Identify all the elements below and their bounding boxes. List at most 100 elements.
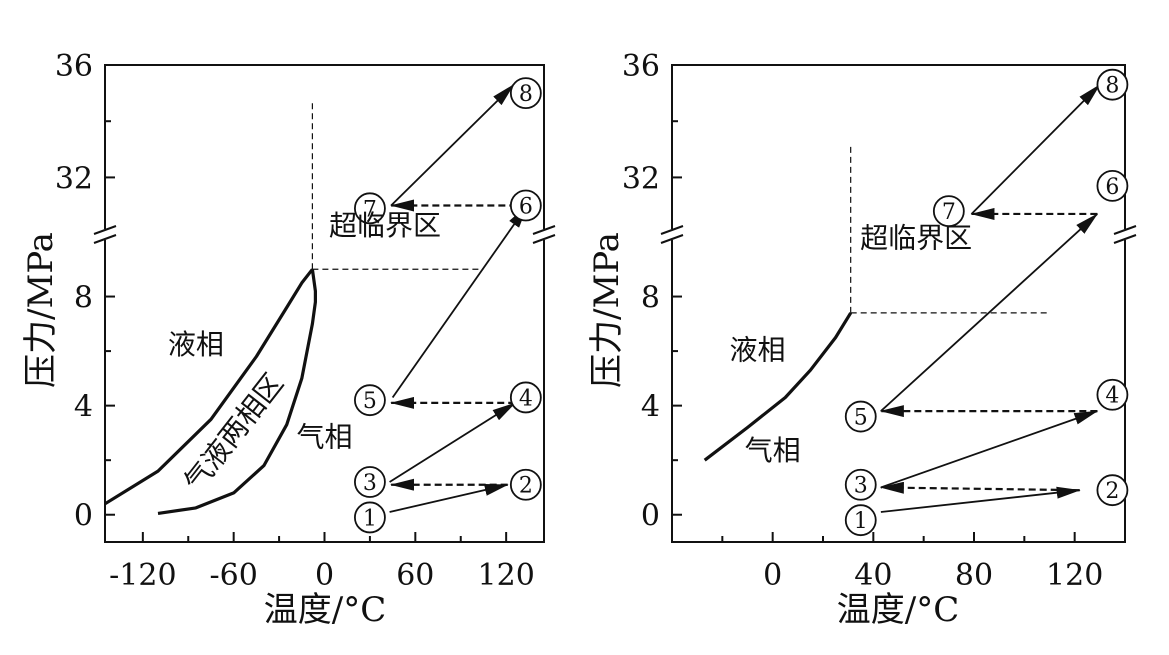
state-number: 5 (363, 389, 377, 414)
y-tick-label: 36 (55, 49, 93, 84)
y-tick-label: 0 (641, 499, 660, 534)
region-label-gas: 气相 (745, 434, 801, 467)
state-marker: 3 (844, 468, 877, 501)
state-number: 4 (1105, 384, 1119, 409)
process-arrow-solid (970, 83, 1101, 215)
y-axis-ticks: 0 4 8 32 36 (55, 49, 115, 534)
region-label-liquid: 液相 (730, 333, 786, 366)
state-circle (844, 468, 877, 501)
phase-curves (104, 268, 317, 515)
state-circle (354, 466, 386, 498)
liquid-gas-boundary-curve (104, 268, 314, 506)
state-number: 4 (519, 386, 533, 411)
x-tick-label: 120 (478, 558, 535, 593)
critical-guides (311, 101, 484, 270)
state-number: 3 (854, 474, 868, 499)
right-phase-diagram: 0 40 80 120 0 4 8 32 36 温度/°C 压力/MPa 1 2 3 4 5 6 7 8 液… (587, 49, 1137, 630)
state-number: 3 (363, 471, 377, 496)
x-axis-label: 温度/°C (264, 590, 386, 630)
state-number: 1 (854, 509, 868, 534)
critical-guides (850, 143, 1050, 314)
phase-curves (703, 312, 853, 462)
region-label-supercritical: 超临界区 (860, 221, 972, 254)
state-marker: 3 (354, 466, 386, 498)
x-axis-ticks: -120 -60 0 60 120 (109, 532, 535, 593)
state-circle (509, 381, 542, 414)
state-marker: 8 (1096, 68, 1129, 101)
state-circle (354, 192, 386, 225)
state-marker: 5 (844, 400, 877, 433)
state-circle (509, 189, 542, 222)
x-tick-label: 0 (315, 558, 334, 593)
state-marker: 7 (354, 192, 386, 225)
state-marker: 7 (932, 195, 965, 228)
state-circle (1096, 378, 1129, 411)
x-tick-label: 40 (854, 558, 892, 593)
process-arrow-solid (391, 204, 529, 398)
process-arrow-solid (880, 486, 1081, 513)
x-axis-label: 温度/°C (837, 590, 959, 630)
y-axis-label: 压力/MPa (587, 232, 627, 388)
y-tick-label: 32 (622, 161, 660, 196)
process-arrows (879, 83, 1101, 513)
state-marker: 4 (1096, 378, 1129, 411)
state-number: 7 (363, 197, 377, 222)
process-arrow-dashed (879, 481, 1080, 494)
state-marker: 6 (509, 189, 542, 222)
state-number: 6 (519, 195, 533, 220)
x-tick-label: -120 (109, 558, 176, 593)
process-arrow-solid (389, 402, 517, 483)
state-marker: 2 (1096, 474, 1129, 507)
y-axis-label: 压力/MPa (21, 232, 61, 388)
state-markers: 1 2 3 4 5 6 7 8 (354, 77, 542, 534)
axis-break-left (660, 225, 684, 244)
x-tick-label: 60 (396, 558, 434, 593)
state-marker: 5 (354, 384, 386, 417)
state-circle (1096, 169, 1129, 202)
axis-break-right (532, 225, 556, 244)
x-axis-ticks: 0 40 80 120 (671, 532, 1126, 593)
state-marker: 4 (509, 381, 542, 414)
state-number: 6 (1105, 175, 1119, 200)
state-number: 7 (942, 200, 956, 225)
plot-frame (104, 64, 545, 543)
state-circle (509, 77, 542, 110)
axis-break-right (1113, 225, 1137, 244)
state-circle (354, 384, 386, 417)
process-arrows (389, 83, 529, 513)
state-number: 8 (1105, 74, 1119, 99)
plot-frame (671, 64, 1126, 543)
state-number: 8 (519, 82, 533, 107)
y-tick-label: 36 (622, 49, 660, 84)
x-tick-label: 120 (1046, 558, 1103, 593)
state-markers: 1 2 3 4 5 6 7 8 (844, 68, 1129, 537)
x-tick-label: -60 (210, 558, 258, 593)
state-circle (1096, 474, 1129, 507)
state-circle (844, 504, 877, 537)
y-tick-label: 0 (74, 499, 93, 534)
axis-break-left (93, 225, 117, 244)
state-marker: 8 (509, 77, 542, 110)
left-phase-diagram: -120 -60 0 60 120 0 4 8 32 36 温度/°C 压力/MPa 1 2 3 4 5… (21, 49, 556, 630)
y-axis-ticks: 0 4 8 32 36 (622, 49, 682, 534)
y-tick-label: 32 (55, 161, 93, 196)
state-circle (932, 195, 965, 228)
state-marker: 1 (844, 504, 877, 537)
process-arrow-solid (390, 83, 515, 207)
region-label-supercritical: 超临界区 (329, 209, 441, 242)
y-tick-label: 8 (641, 281, 660, 316)
x-tick-label: 0 (763, 558, 782, 593)
region-label-gas: 气相 (296, 421, 352, 454)
y-tick-label: 4 (74, 390, 93, 425)
state-marker: 1 (354, 501, 386, 534)
state-circle (354, 501, 386, 534)
two-phase-lower-boundary-curve (157, 269, 317, 515)
state-circle (509, 468, 542, 501)
y-tick-label: 4 (641, 390, 660, 425)
process-arrow-solid (389, 483, 509, 513)
region-label-liquid: 液相 (168, 328, 224, 361)
state-circle (844, 400, 877, 433)
y-tick-label: 8 (74, 281, 93, 316)
process-arrow-solid (880, 213, 1099, 412)
